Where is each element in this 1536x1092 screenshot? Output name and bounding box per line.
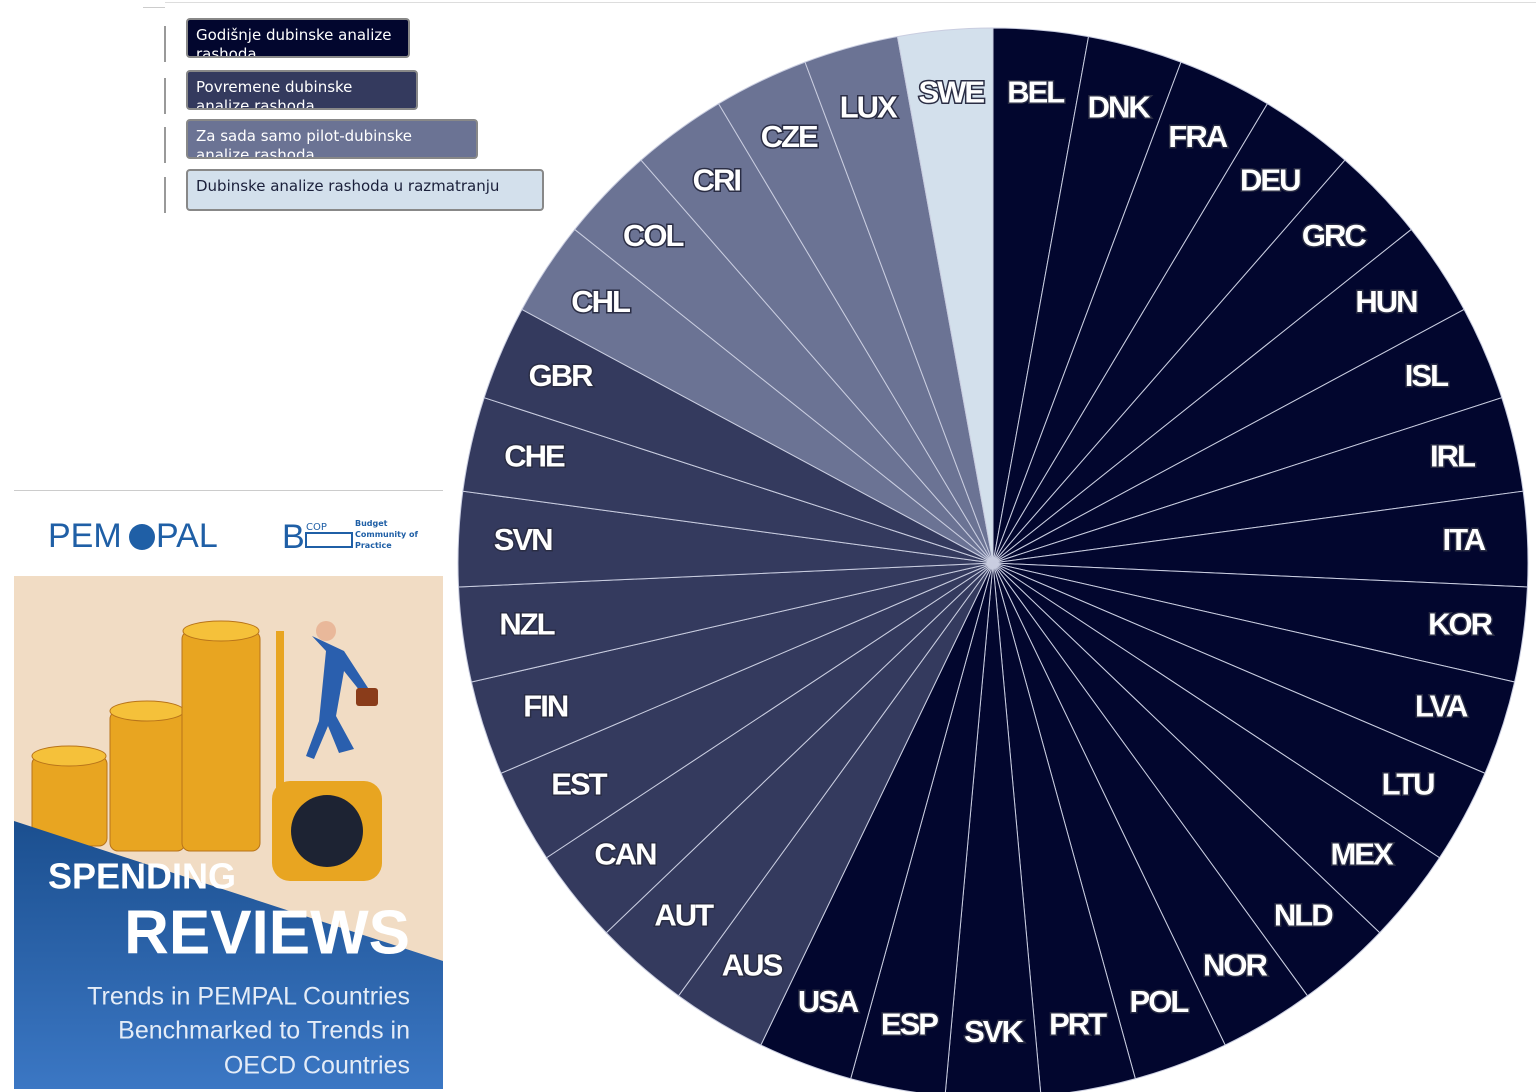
logo2-small: COP bbox=[306, 522, 327, 533]
cover-title: SPENDING bbox=[48, 856, 236, 897]
slice-label: FRA bbox=[1168, 119, 1227, 154]
cover-subtitle: Trends in PEMPAL Countries bbox=[87, 983, 410, 1011]
slice-label: SVN bbox=[494, 522, 552, 557]
legend-entry[interactable]: Dubinske analize rashoda u razmatranju bbox=[186, 169, 544, 211]
slice-label: FIN bbox=[523, 689, 568, 724]
legend-entry[interactable]: Za sada samo pilot-dubinske analize rash… bbox=[186, 119, 478, 159]
slice-label: POL bbox=[1130, 984, 1189, 1019]
slice-label: ISL bbox=[1405, 358, 1448, 393]
page: BEL DNK FRA DEUGRC HUN ISL IRL ITA KOR LVA LTU MEX N… bbox=[0, 0, 1536, 1092]
slice-label: BEL bbox=[1007, 74, 1064, 109]
cover-subtitle: Benchmarked to Trends in bbox=[118, 1017, 410, 1045]
logo-text: PEM bbox=[48, 517, 122, 555]
legend-bar bbox=[164, 127, 166, 163]
slice-label: LVA bbox=[1415, 689, 1468, 724]
logo2-line: Budget bbox=[355, 519, 388, 528]
slice-label: COL bbox=[623, 218, 684, 253]
logo-text: PAL bbox=[156, 517, 218, 555]
logo-globe bbox=[129, 524, 155, 550]
slice-label: AUS bbox=[722, 947, 783, 982]
slice-label: SWE bbox=[918, 74, 984, 109]
slice-label: SVK bbox=[964, 1014, 1024, 1049]
logo2-line: Practice bbox=[355, 541, 392, 550]
cover-title: REVIEWS bbox=[124, 898, 410, 967]
slice-label: GBR bbox=[529, 358, 594, 393]
cover-art: PEM PAL B COP Budget Community of Practi… bbox=[14, 491, 443, 1089]
slice-label: CHE bbox=[504, 438, 565, 473]
legend-bar bbox=[164, 26, 166, 62]
logo2-letter: B bbox=[282, 518, 305, 556]
cover-subtitle: OECD Countries bbox=[224, 1052, 410, 1080]
slice-label: IRL bbox=[1430, 438, 1475, 473]
slice-label: NOR bbox=[1203, 947, 1268, 982]
slice-label: CZE bbox=[761, 119, 818, 154]
slice-label: KOR bbox=[1428, 606, 1493, 641]
slice-label: MEX bbox=[1330, 837, 1394, 872]
slice-label: NLD bbox=[1274, 898, 1333, 933]
slice-label: LUX bbox=[840, 89, 898, 124]
slice-label: DEU bbox=[1240, 162, 1300, 197]
slice-label: USA bbox=[798, 984, 859, 1019]
legend-bar bbox=[164, 78, 166, 114]
slice-label: LTU bbox=[1382, 766, 1435, 801]
slice-label: GRC bbox=[1302, 218, 1367, 253]
slice-label: HUN bbox=[1355, 284, 1417, 319]
book-cover: PEM PAL B COP Budget Community of Practi… bbox=[14, 490, 443, 1089]
slice-label: EST bbox=[551, 766, 607, 801]
slice-label: CHL bbox=[571, 284, 630, 319]
slice-label: CRI bbox=[693, 162, 741, 197]
slice-label: DNK bbox=[1088, 89, 1152, 124]
legend-entry[interactable]: Povremene dubinske analize rashoda bbox=[186, 70, 418, 110]
slice-label: ESP bbox=[881, 1006, 938, 1041]
slice-label: PRT bbox=[1049, 1006, 1107, 1041]
legend-bar bbox=[164, 177, 166, 213]
slice-label: ITA bbox=[1443, 522, 1486, 557]
slice-label: AUT bbox=[654, 898, 714, 933]
slice-label: NZL bbox=[499, 606, 554, 641]
legend-entry[interactable]: Godišnje dubinske analize rashoda bbox=[186, 18, 410, 58]
logo2-line: Community of bbox=[355, 530, 418, 539]
slice-label: CAN bbox=[594, 837, 656, 872]
